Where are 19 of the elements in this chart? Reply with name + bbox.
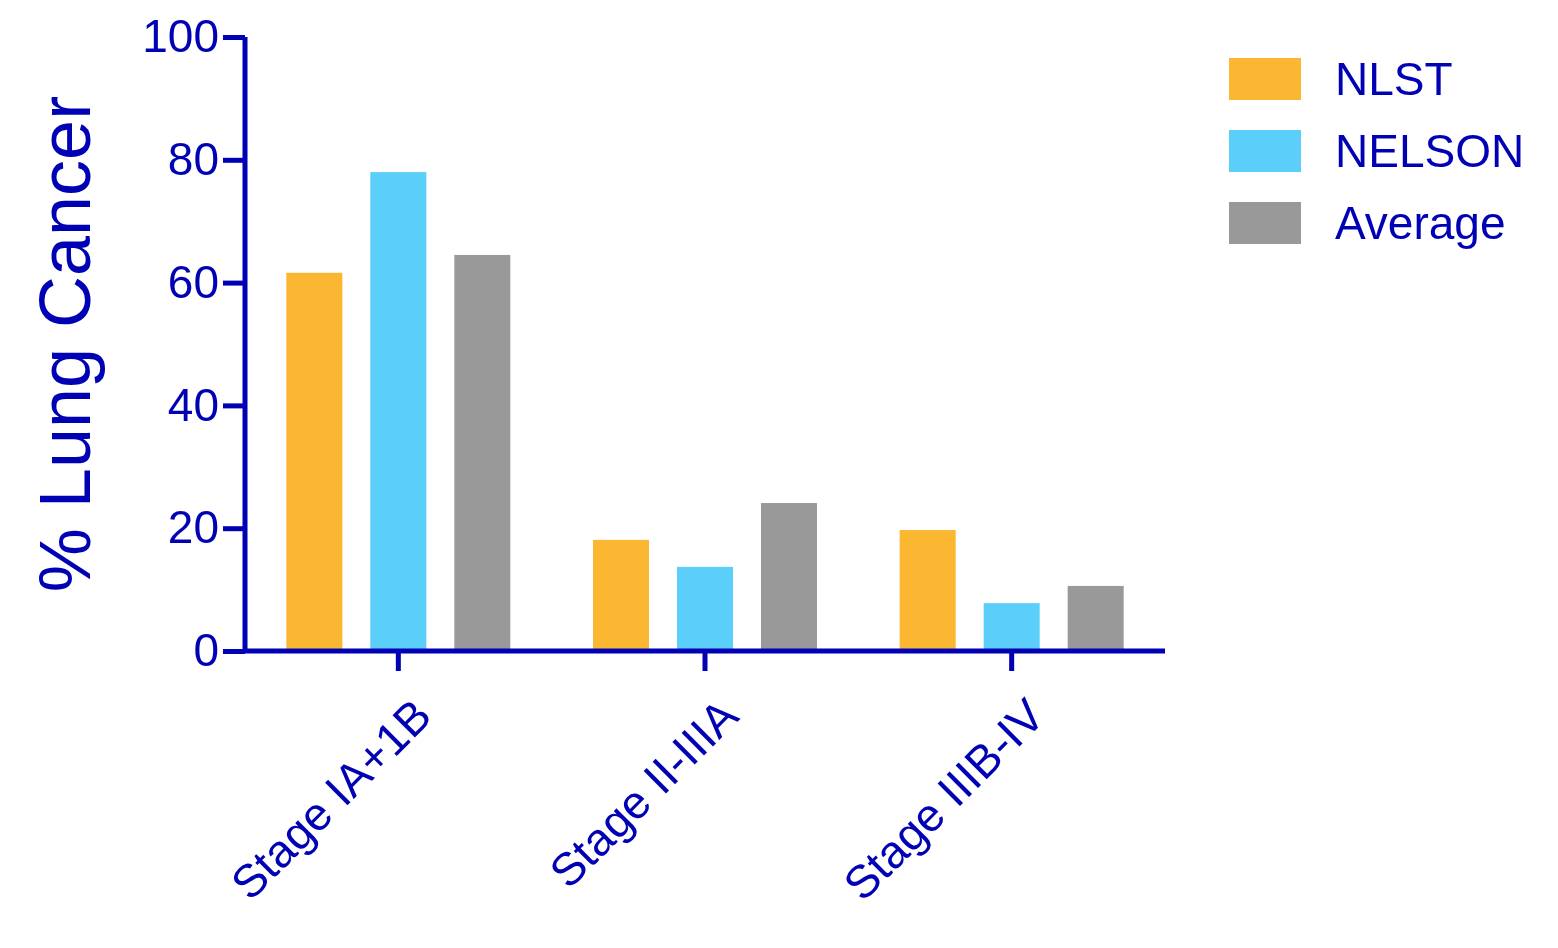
y-tick-label: 60 bbox=[167, 255, 219, 308]
legend-label: NELSON bbox=[1335, 125, 1525, 178]
legend-label: Average bbox=[1335, 197, 1506, 250]
y-axis-title: % Lung Cancer bbox=[25, 95, 105, 593]
y-tick-label: 0 bbox=[193, 624, 219, 677]
y-tick-label: 80 bbox=[167, 133, 219, 186]
bar bbox=[761, 503, 817, 651]
y-tick-label: 40 bbox=[167, 378, 219, 431]
bar bbox=[454, 254, 511, 651]
bar bbox=[899, 530, 956, 651]
bar bbox=[677, 566, 733, 651]
bar bbox=[593, 539, 649, 651]
bar bbox=[370, 172, 427, 651]
legend-label: NLST bbox=[1335, 53, 1453, 106]
y-tick-label: 20 bbox=[167, 501, 219, 554]
bar bbox=[286, 272, 343, 651]
y-tick-label: 100 bbox=[142, 10, 219, 63]
bar bbox=[983, 603, 1040, 651]
bar bbox=[1067, 585, 1124, 651]
